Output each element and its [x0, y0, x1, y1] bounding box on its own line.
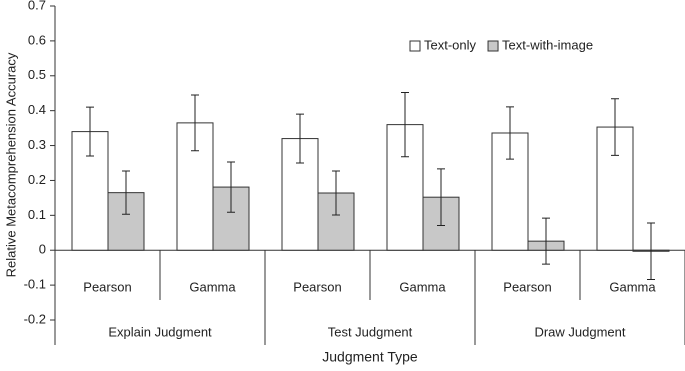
error-bar	[542, 217, 550, 265]
error-bar	[332, 170, 340, 216]
error-bar	[611, 98, 619, 156]
x-tick-label: Gamma	[189, 279, 236, 294]
y-tick-label: 0.7	[28, 0, 46, 12]
x-tick-label: Gamma	[609, 279, 656, 294]
y-tick-label: 0.5	[28, 67, 46, 82]
error-bar	[122, 170, 130, 215]
error-bar	[401, 92, 409, 158]
legend-swatch	[409, 40, 421, 52]
error-bar	[191, 94, 199, 152]
group-label: Draw Judgment	[534, 324, 625, 339]
x-tick-label: Pearson	[83, 279, 131, 294]
x-tick-label: Gamma	[399, 279, 446, 294]
error-bar	[296, 113, 304, 164]
error-bar	[86, 106, 94, 157]
error-bar	[647, 222, 655, 281]
y-tick-label: -0.1	[24, 277, 46, 292]
x-axis-label: Judgment Type	[322, 349, 418, 365]
group-label: Test Judgment	[328, 324, 413, 339]
error-bar	[506, 106, 514, 160]
y-tick-label: 0.6	[28, 32, 46, 47]
error-bar	[437, 168, 445, 226]
y-tick-label: 0.4	[28, 102, 46, 117]
y-tick-label: 0	[39, 242, 46, 257]
legend-label: Text-only	[424, 37, 477, 52]
error-bar	[227, 161, 235, 213]
y-tick-label: -0.2	[24, 311, 46, 326]
legend-swatch	[487, 40, 499, 52]
x-tick-label: Pearson	[293, 279, 341, 294]
y-tick-label: 0.2	[28, 172, 46, 187]
group-label: Explain Judgment	[108, 324, 212, 339]
legend-label: Text-with-image	[502, 37, 593, 52]
x-tick-label: Pearson	[503, 279, 551, 294]
y-tick-label: 0.1	[28, 207, 46, 222]
y-axis-label: Relative Metacomprehension Accuracy	[3, 52, 18, 277]
y-tick-label: 0.3	[28, 137, 46, 152]
